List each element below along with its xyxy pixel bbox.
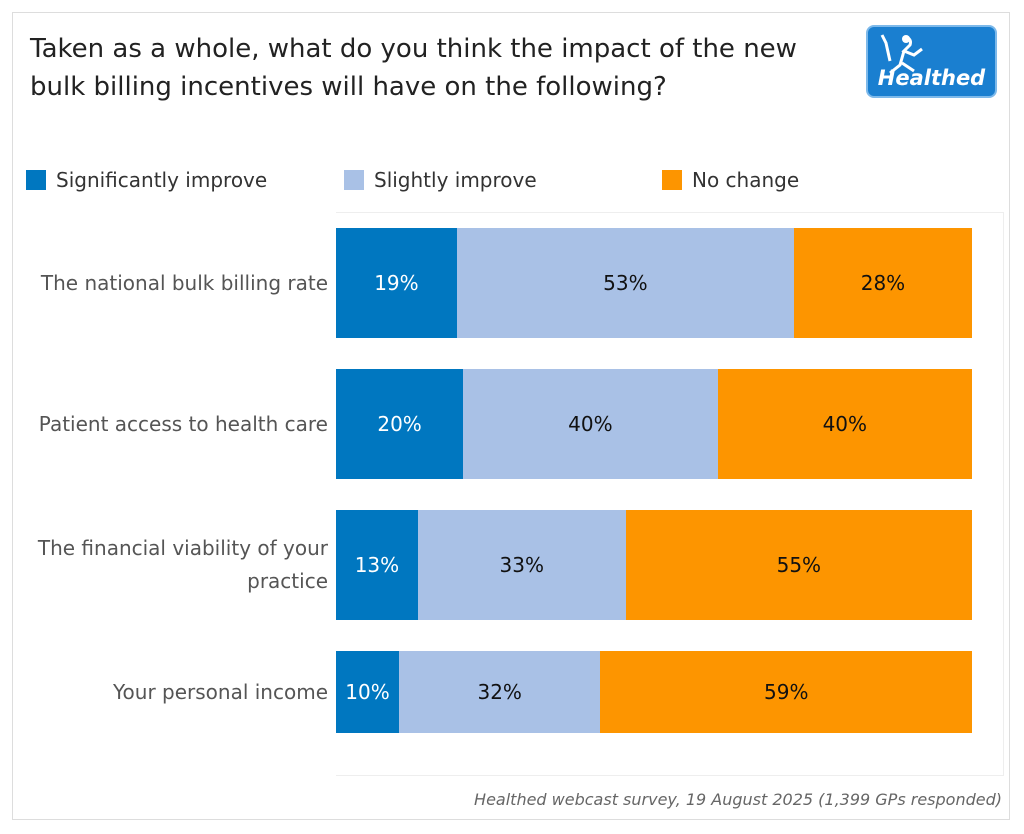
healthed-logo: Healthed — [866, 25, 997, 98]
category-label: Patient access to health care — [38, 411, 328, 436]
legend: Significantly improve Slightly improve No … — [26, 168, 926, 198]
data-label: 32% — [477, 680, 522, 704]
data-label: 28% — [860, 271, 906, 295]
legend-label: Slightly improve — [374, 168, 537, 192]
bar-segment — [463, 369, 718, 479]
bar-segment — [625, 510, 972, 620]
data-label: 13% — [354, 553, 400, 577]
source-footer: Healthed webcast survey, 19 August 2025 … — [474, 790, 1002, 809]
data-label: 53% — [603, 271, 648, 295]
legend-label: Significantly improve — [56, 168, 268, 192]
bar-segment — [417, 510, 626, 620]
bar-segment — [717, 369, 972, 479]
bar-segment — [336, 510, 418, 620]
data-label: 20% — [377, 412, 422, 436]
frame-border — [12, 12, 1010, 820]
legend-item: Slightly improve — [344, 168, 537, 192]
logo-text: Healthed — [877, 66, 986, 90]
legend-swatch — [662, 170, 682, 190]
plot-area — [336, 212, 1004, 776]
bar-segment — [336, 228, 457, 338]
data-label: 33% — [499, 553, 544, 577]
category-label: Your personal income — [112, 679, 328, 704]
legend-swatch — [344, 170, 364, 190]
runner-figure-icon — [880, 34, 923, 75]
data-label: 59% — [764, 680, 809, 704]
category-label: The financial viability of your practice — [37, 536, 328, 593]
bar-segment — [456, 228, 794, 338]
bar-segment — [336, 369, 464, 479]
category-label: The national bulk billing rate — [40, 270, 328, 295]
data-label: 19% — [374, 271, 419, 295]
data-label: 55% — [776, 553, 822, 577]
chart-title: Taken as a whole, what do you think the … — [30, 34, 797, 102]
bar-segment — [336, 651, 399, 733]
data-label: 40% — [568, 412, 613, 436]
bar-segment — [600, 651, 972, 733]
legend-label: No change — [692, 168, 800, 192]
bar-segment — [398, 651, 601, 733]
legend-swatch — [26, 170, 46, 190]
data-label: 40% — [822, 412, 868, 436]
legend-item: No change — [662, 168, 799, 192]
bar-segment — [793, 228, 972, 338]
legend-item: Significantly improve — [26, 168, 267, 192]
data-label: 10% — [345, 680, 390, 704]
